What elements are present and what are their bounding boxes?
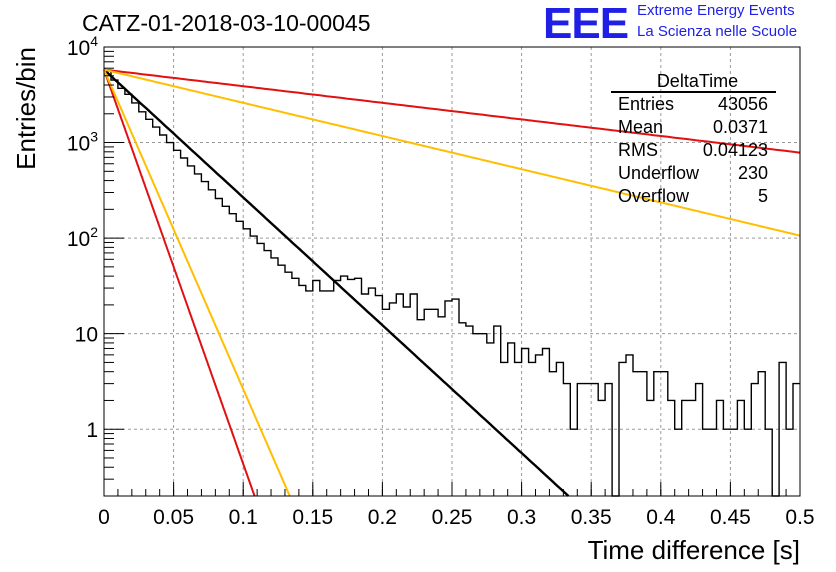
stats-title: DeltaTime (657, 71, 738, 91)
x-tick-label: 0.5 (785, 506, 814, 529)
x-tick-label: 0.1 (229, 506, 258, 529)
eee-logo-mark: EEE (543, 0, 629, 48)
logo-line-1: Extreme Energy Events (637, 2, 795, 19)
logo-line-2: La Scienza nelle Scuole (637, 23, 798, 40)
x-tick-label: 0.4 (646, 506, 676, 529)
fit-line (103, 69, 291, 497)
stats-value: 5 (758, 186, 768, 206)
x-tick-label: 0.25 (432, 506, 473, 529)
x-tick-label: 0 (98, 506, 110, 529)
y-tick-label: 10 (75, 324, 98, 347)
axes: 0 0.05 0.1 0.15 0.2 0.25 0.3 0.35 0.4 0.45 0.5 1 10 1… (11, 33, 815, 565)
stats-label: Overflow (618, 186, 690, 206)
y-axis-label: Entries/bin (11, 47, 41, 170)
y-tick-label: 1 (86, 419, 98, 442)
y-tick-label: 102 (67, 224, 98, 251)
fit-line (103, 68, 570, 497)
x-tick-label: 0.45 (710, 506, 751, 529)
stats-label: Underflow (618, 163, 700, 183)
x-tick-label: 0.3 (507, 506, 536, 529)
fit-line (103, 68, 801, 154)
fit-line (103, 69, 256, 497)
stats-label: Entries (618, 94, 674, 114)
x-axis-label: Time difference [s] (588, 535, 800, 565)
fit-line (103, 68, 801, 237)
stats-label: Mean (618, 117, 663, 137)
stats-value: 230 (738, 163, 768, 183)
y-tick-label: 103 (67, 129, 98, 156)
stats-value: 0.0371 (713, 117, 768, 137)
grid (104, 47, 800, 496)
stats-label: RMS (618, 140, 658, 160)
x-tick-label: 0.05 (153, 506, 194, 529)
stats-box: DeltaTime Entries 43056 Mean 0.0371 RMS 0.0412… (611, 71, 776, 206)
series-layer (103, 68, 801, 497)
chart-title: CATZ-01-2018-03-10-00045 (82, 10, 371, 36)
y-tick-label: 104 (67, 33, 98, 60)
histogram-series (104, 70, 800, 497)
x-tick-label: 0.2 (368, 506, 397, 529)
stats-value: 43056 (718, 94, 768, 114)
x-tick-label: 0.15 (292, 506, 333, 529)
stats-value: 0.04123 (703, 140, 768, 160)
x-tick-label: 0.35 (571, 506, 612, 529)
